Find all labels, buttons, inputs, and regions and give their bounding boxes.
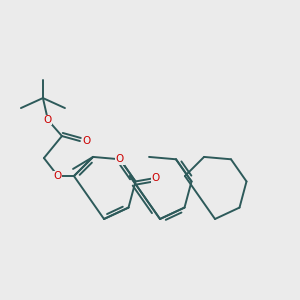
Text: O: O — [44, 115, 52, 125]
Text: O: O — [83, 136, 91, 146]
Text: O: O — [116, 154, 124, 164]
Text: O: O — [151, 173, 159, 183]
Text: O: O — [54, 171, 62, 181]
